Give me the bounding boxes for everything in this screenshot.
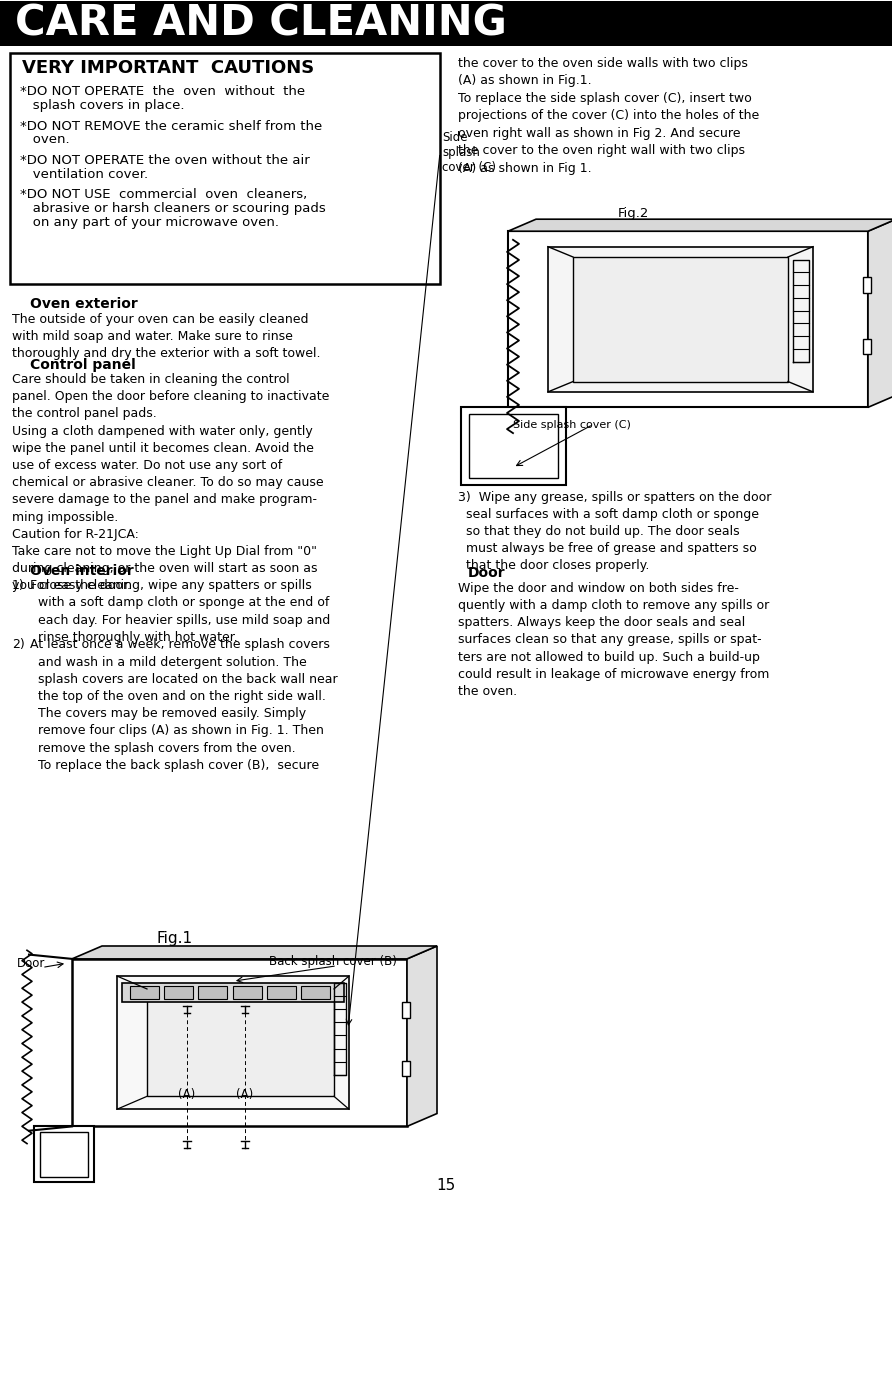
Polygon shape — [72, 946, 437, 958]
Bar — [267, 986, 296, 999]
Text: At least once a week, remove the splash covers
  and wash in a mild detergent so: At least once a week, remove the splash … — [30, 639, 338, 772]
Text: ventilation cover.: ventilation cover. — [20, 168, 148, 181]
Text: The outside of your oven can be easily cleaned
with mild soap and water. Make su: The outside of your oven can be easily c… — [12, 313, 320, 360]
Polygon shape — [147, 989, 334, 1096]
Bar — [117, 976, 349, 1110]
Polygon shape — [573, 257, 788, 382]
Text: VERY IMPORTANT  CAUTIONS: VERY IMPORTANT CAUTIONS — [22, 60, 314, 78]
Text: Oven interior: Oven interior — [30, 564, 134, 578]
Bar — [34, 1126, 94, 1182]
Text: Care should be taken in cleaning the control
panel. Open the door before cleanin: Care should be taken in cleaning the con… — [12, 374, 329, 592]
Text: abrasive or harsh cleaners or scouring pads: abrasive or harsh cleaners or scouring p… — [20, 201, 326, 215]
Bar — [461, 407, 566, 485]
Bar — [40, 1132, 88, 1176]
Text: Back splash cover (B): Back splash cover (B) — [269, 956, 397, 968]
Polygon shape — [407, 946, 437, 1126]
Text: *DO NOT USE  commercial  oven  cleaners,: *DO NOT USE commercial oven cleaners, — [20, 189, 307, 201]
Text: *DO NOT REMOVE the ceramic shelf from the: *DO NOT REMOVE the ceramic shelf from th… — [20, 119, 322, 132]
Bar — [72, 958, 407, 1126]
Text: 2): 2) — [12, 639, 25, 651]
Polygon shape — [508, 219, 892, 231]
Bar — [863, 278, 871, 293]
Bar — [402, 1003, 410, 1018]
Text: on any part of your microwave oven.: on any part of your microwave oven. — [20, 215, 279, 229]
Text: 3)  Wipe any grease, spills or spatters on the door
  seal surfaces with a soft : 3) Wipe any grease, spills or spatters o… — [458, 490, 772, 572]
Text: *DO NOT OPERATE  the  oven  without  the: *DO NOT OPERATE the oven without the — [20, 85, 305, 99]
Bar — [164, 986, 193, 999]
Bar — [10, 53, 440, 285]
Text: (A): (A) — [236, 1088, 253, 1100]
Bar — [863, 339, 871, 354]
Text: Fig.1: Fig.1 — [157, 932, 193, 946]
Bar — [198, 986, 227, 999]
Bar — [233, 986, 262, 999]
Text: (A): (A) — [178, 1088, 195, 1100]
Bar — [122, 983, 344, 1001]
Text: Door: Door — [17, 957, 45, 970]
Text: the cover to the oven side walls with two clips
(A) as shown in Fig.1.
To replac: the cover to the oven side walls with tw… — [458, 57, 759, 175]
Text: Fig.2: Fig.2 — [617, 207, 648, 221]
Text: CARE AND CLEANING: CARE AND CLEANING — [15, 3, 507, 44]
Text: *DO NOT OPERATE the oven without the air: *DO NOT OPERATE the oven without the air — [20, 154, 310, 167]
Text: Side splash cover (C): Side splash cover (C) — [513, 421, 631, 431]
Text: Oven exterior: Oven exterior — [30, 297, 137, 311]
Text: 1): 1) — [12, 579, 25, 592]
Bar — [0, 1, 892, 46]
Bar — [402, 1061, 410, 1076]
Polygon shape — [868, 219, 892, 407]
Text: For easy cleaning, wipe any spatters or spills
  with a soft damp cloth or spong: For easy cleaning, wipe any spatters or … — [30, 579, 330, 643]
Bar — [130, 986, 159, 999]
Text: oven.: oven. — [20, 133, 70, 146]
Bar — [548, 247, 813, 392]
Text: Door: Door — [468, 567, 506, 581]
Text: Control panel: Control panel — [30, 357, 136, 371]
Text: Side
splash
cover (C): Side splash cover (C) — [442, 131, 496, 174]
Bar — [469, 414, 558, 478]
Bar — [301, 986, 330, 999]
Bar — [508, 231, 868, 407]
Text: Wipe the door and window on both sides fre-
quently with a damp cloth to remove : Wipe the door and window on both sides f… — [458, 582, 770, 697]
Text: splash covers in place.: splash covers in place. — [20, 99, 185, 113]
Text: 15: 15 — [436, 1178, 456, 1193]
